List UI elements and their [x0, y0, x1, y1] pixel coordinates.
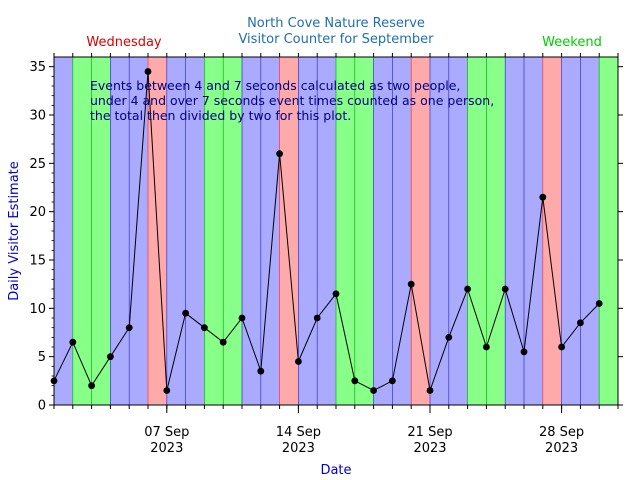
data-point — [219, 338, 227, 346]
data-point — [125, 324, 133, 332]
series-line — [53, 71, 600, 393]
data-point — [144, 68, 152, 75]
legend-weekend: Weekend — [542, 35, 602, 50]
x-tick-label: 28 Sep — [539, 425, 584, 440]
chart-title: North Cove Nature Reserve — [247, 16, 425, 31]
annotation-line-2: under 4 and over 7 seconds event times c… — [90, 93, 494, 108]
y-tick-label: 35 — [29, 60, 46, 75]
data-point — [332, 290, 340, 298]
x-tick-year: 2023 — [282, 441, 315, 456]
gridlines — [72, 57, 600, 405]
annotation-line-1: Events between 4 and 7 seconds calculate… — [90, 78, 460, 93]
band-weekend — [599, 57, 618, 405]
data-point — [464, 285, 471, 293]
chart-subtitle: Visitor Counter for September — [238, 32, 434, 47]
data-point — [257, 367, 265, 375]
band-wednesday — [411, 57, 430, 405]
x-tick-year: 2023 — [545, 441, 578, 456]
band-wednesday — [542, 57, 562, 405]
y-tick-label: 15 — [29, 254, 46, 269]
data-point — [163, 387, 171, 394]
data-point — [69, 338, 77, 346]
y-tick-label: 10 — [29, 302, 46, 317]
data-point — [201, 324, 208, 332]
x-tick-year: 2023 — [150, 441, 183, 456]
y-axis: 0 5 10 15 20 25 30 35 — [29, 60, 623, 414]
data-point — [88, 382, 95, 390]
data-point — [351, 377, 359, 385]
x-tick-label: 14 Sep — [276, 425, 321, 440]
data-point — [276, 150, 283, 158]
data-point — [577, 319, 584, 327]
y-tick-label: 20 — [29, 205, 46, 220]
data-point — [558, 343, 565, 351]
data-point — [107, 353, 114, 361]
band-weekday — [54, 57, 73, 405]
data-point — [520, 348, 528, 356]
data-point — [539, 193, 547, 201]
legend-wednesday: Wednesday — [86, 35, 162, 50]
data-point — [595, 300, 603, 307]
data-point — [445, 333, 453, 341]
annotation-line-3: the total then divided by two for this p… — [90, 108, 351, 123]
x-tick-year: 2023 — [413, 441, 446, 456]
data-point — [295, 358, 302, 365]
data-point — [501, 285, 509, 293]
y-tick-label: 5 — [38, 350, 46, 365]
data-point — [483, 343, 490, 351]
data-point — [407, 280, 415, 288]
data-point — [238, 314, 246, 322]
x-tick-label: 21 Sep — [407, 425, 452, 440]
y-axis-label: Daily Visitor Estimate — [7, 161, 22, 301]
data-point — [389, 377, 396, 385]
band-wednesday — [279, 57, 299, 405]
visitor-series — [50, 68, 603, 394]
data-point — [182, 309, 190, 317]
x-tick-label: 07 Sep — [144, 425, 189, 440]
y-tick-label: 25 — [29, 157, 46, 172]
y-tick-label: 0 — [38, 399, 46, 414]
data-point — [370, 387, 377, 394]
data-point — [313, 314, 321, 322]
y-tick-label: 30 — [29, 109, 46, 124]
x-axis-label: Date — [320, 463, 351, 478]
data-point — [426, 387, 434, 394]
